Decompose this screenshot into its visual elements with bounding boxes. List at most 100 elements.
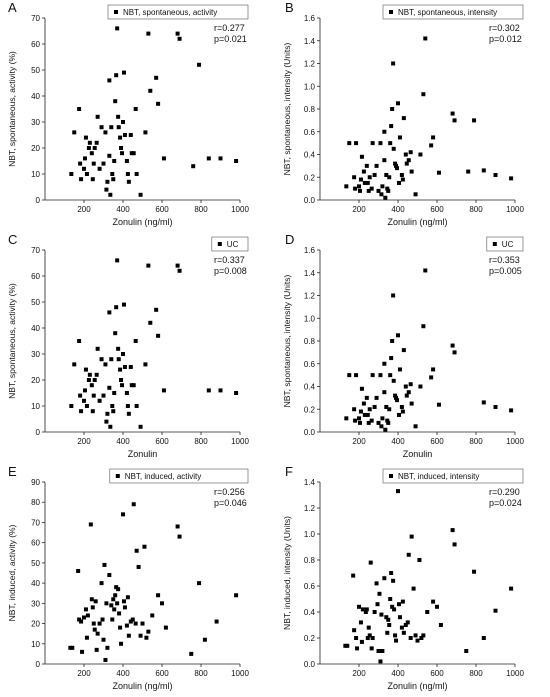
data-point — [130, 617, 135, 622]
panel-e: E 0 10 20 30 40 50 60 70 80 90 200 400 600 800 1000 Zonu… — [7, 464, 249, 691]
data-point — [103, 362, 108, 367]
data-point — [110, 172, 115, 176]
data-point — [370, 141, 375, 146]
y-tick-label: 20 — [31, 144, 40, 153]
legend-marker — [114, 10, 118, 14]
data-point — [114, 73, 119, 78]
panel-c: C 0 10 20 30 40 50 60 70 200 400 600 800 1000 Zonulin N… — [7, 232, 249, 459]
data-point — [378, 659, 383, 664]
y-tick-label: 40 — [31, 579, 40, 588]
x-tick-label: 400 — [116, 437, 130, 446]
data-point — [403, 152, 408, 157]
data-point — [363, 610, 368, 614]
data-point — [99, 125, 104, 130]
data-point — [354, 141, 359, 146]
data-point — [77, 107, 82, 111]
data-point — [114, 305, 119, 310]
y-tick-label: 0.2 — [304, 173, 316, 182]
data-point — [383, 427, 388, 432]
data-point — [450, 528, 455, 533]
data-point — [85, 613, 90, 618]
data-point — [384, 615, 389, 620]
data-point — [452, 350, 457, 355]
x-axis-label: Zonulin (ng/ml) — [387, 681, 447, 691]
data-point — [218, 156, 223, 161]
data-point — [464, 649, 469, 653]
data-point — [84, 404, 89, 408]
data-point — [399, 404, 404, 409]
data-point — [113, 99, 118, 104]
data-point — [234, 159, 239, 163]
legend-label: UC — [502, 240, 514, 249]
data-point — [107, 385, 112, 390]
data-point — [69, 404, 74, 408]
y-tick-label: 70 — [31, 14, 40, 23]
y-tick-label: 1.2 — [304, 60, 316, 69]
legend-box — [486, 236, 524, 252]
data-point — [481, 636, 486, 640]
data-point — [160, 601, 164, 606]
data-point — [382, 576, 387, 581]
y-axis-label: NBT, induced, activity (%) — [7, 524, 17, 621]
data-point — [133, 621, 138, 626]
x-tick-label: 800 — [469, 669, 483, 678]
data-point — [120, 151, 125, 156]
data-point — [101, 161, 106, 166]
data-point — [387, 623, 392, 627]
data-point — [401, 348, 406, 353]
data-point — [394, 638, 399, 643]
data-point — [110, 404, 115, 408]
data-point — [109, 603, 114, 608]
y-tick-label: 0.0 — [304, 660, 316, 669]
y-tick-label: 60 — [31, 40, 40, 49]
data-point — [133, 107, 138, 111]
data-point — [431, 599, 436, 604]
y-axis-label: NBT, spontaneous, activity (%) — [7, 51, 17, 167]
data-point — [393, 633, 398, 638]
data-point — [391, 578, 396, 583]
data-point — [404, 161, 409, 166]
y-tick-label: 1.2 — [304, 292, 316, 301]
data-point — [128, 365, 133, 369]
data-point — [214, 619, 219, 624]
data-point — [344, 416, 349, 421]
legend-box — [211, 236, 249, 252]
data-point — [234, 593, 239, 598]
x-axis-label: Zonulin (ng/ml) — [112, 217, 172, 227]
panel-label: E — [8, 464, 17, 479]
data-point — [107, 573, 112, 578]
data-point — [396, 412, 401, 417]
data-point — [355, 646, 360, 651]
data-point — [143, 362, 148, 367]
data-point — [118, 135, 123, 140]
data-point — [99, 357, 104, 362]
data-point — [89, 597, 94, 602]
data-point — [95, 631, 100, 636]
y-tick-label: 60 — [31, 272, 40, 281]
y-tick-label: 30 — [31, 118, 40, 127]
data-point — [112, 159, 117, 163]
data-point — [421, 633, 426, 638]
y-tick-label: 0.4 — [304, 608, 316, 617]
data-point — [87, 372, 92, 377]
data-point — [116, 346, 121, 351]
data-point — [128, 619, 133, 624]
data-point — [386, 420, 391, 425]
data-point — [115, 26, 120, 31]
data-point — [82, 388, 87, 393]
stat-annotation: p=0.008 — [214, 266, 247, 276]
data-point — [388, 141, 393, 146]
data-point — [401, 630, 406, 635]
data-point — [101, 637, 106, 642]
data-point — [390, 604, 395, 609]
y-tick-label: 50 — [31, 298, 40, 307]
x-tick-label: 1000 — [231, 437, 249, 446]
data-point — [82, 398, 86, 403]
y-tick-label: 0.0 — [304, 196, 316, 205]
data-point — [372, 610, 377, 614]
data-point — [359, 386, 364, 391]
data-point — [368, 560, 373, 565]
data-point — [202, 637, 207, 642]
data-point — [385, 186, 390, 191]
data-point — [391, 61, 396, 66]
